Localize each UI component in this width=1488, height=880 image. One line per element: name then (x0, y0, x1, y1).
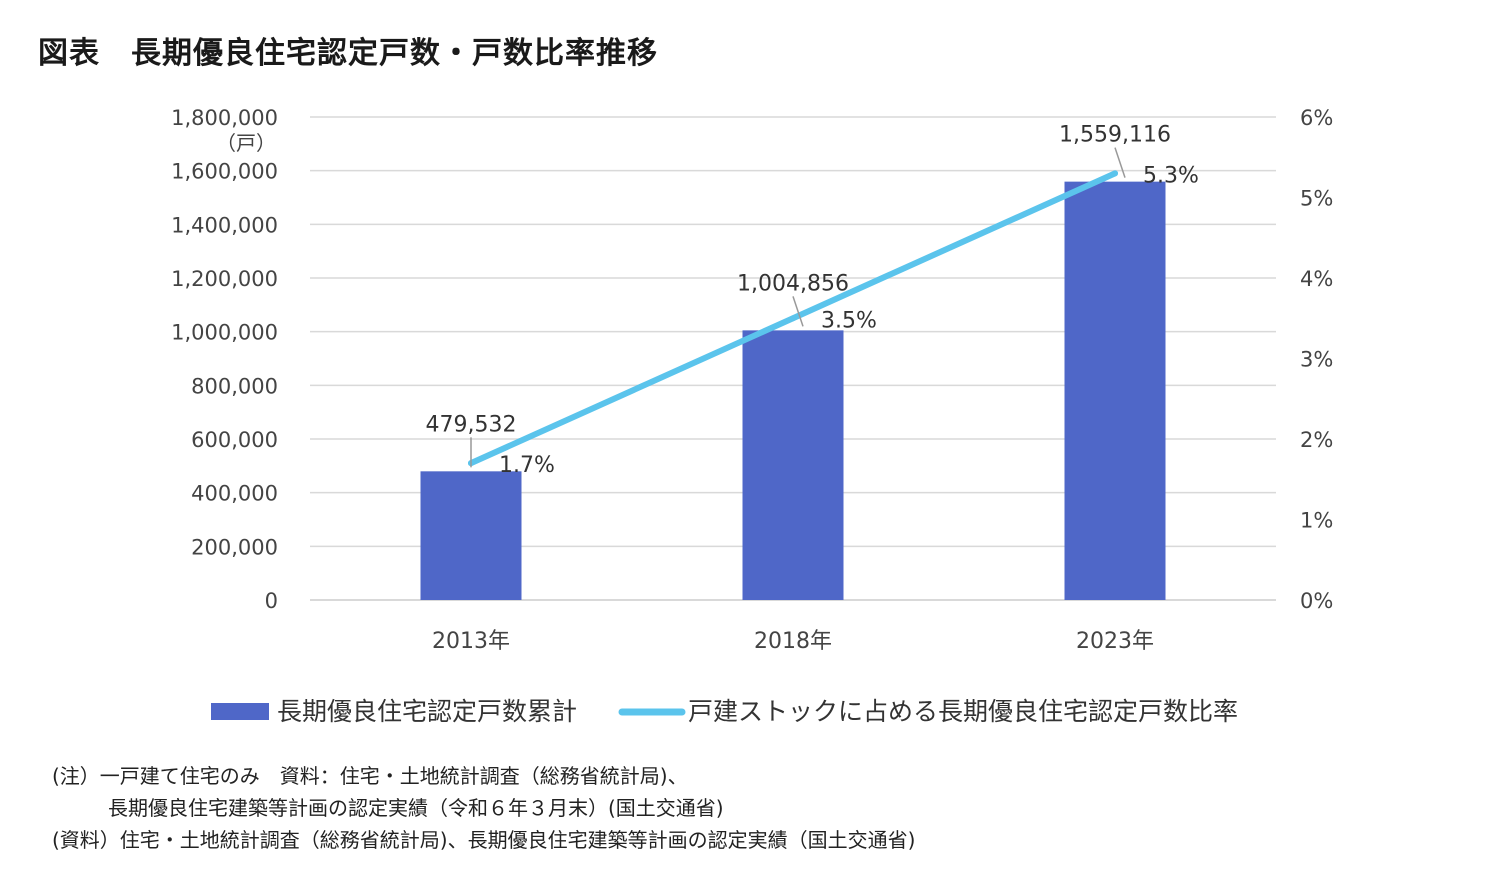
y-right-tick-label: 2% (1300, 428, 1333, 452)
line-point (790, 315, 796, 322)
legend-label-bars: 長期優良住宅認定戸数累計 (277, 697, 577, 726)
note-line-3: (資料）住宅・土地統計調査（総務省統計局)、長期優良住宅建築等計画の認定実績（国… (52, 828, 916, 852)
y-left-tick-label: 1,800,000 (171, 106, 278, 130)
chart-title: 図表 長期優良住宅認定戸数・戸数比率推移 (38, 36, 658, 71)
y-left-tick-label: 0 (265, 589, 278, 613)
bar (742, 330, 844, 600)
y-left-tick-label: 600,000 (191, 428, 278, 452)
line-data-label: 3.5% (821, 308, 877, 333)
legend-label-line: 戸建ストックに占める長期優良住宅認定戸数比率 (688, 697, 1238, 726)
y-left-tick-label: 200,000 (191, 535, 278, 559)
y-right-tick-label: 6% (1300, 106, 1333, 130)
y-right-tick-label: 4% (1300, 267, 1333, 291)
y-left-tick-label: 1,200,000 (171, 267, 278, 291)
x-tick-label: 2023年 (1076, 629, 1154, 654)
x-tick-label: 2018年 (754, 629, 832, 654)
bar-data-label: 479,532 (426, 412, 517, 437)
combo-chart: 0 200,000 400,000 600,000 800,000 1,000,000 1,… (171, 106, 1333, 726)
y-left-unit: （戸） (216, 131, 276, 155)
footnotes: (注）一戸建て住宅のみ 資料：住宅・土地統計調査（総務省統計局)、 長期優良住宅… (52, 760, 915, 856)
line-data-label: 1.7% (499, 453, 555, 478)
y-left-tick-label: 800,000 (191, 374, 278, 398)
y-left-tick-label: 1,600,000 (171, 160, 278, 184)
note-line-1: (注）一戸建て住宅のみ 資料：住宅・土地統計調査（総務省統計局)、 (52, 764, 688, 788)
y-right-tick-label: 0% (1300, 589, 1333, 613)
y-right-tick-label: 1% (1300, 509, 1333, 533)
x-tick-label: 2013年 (432, 629, 510, 654)
y-left-tick-label: 1,400,000 (171, 213, 278, 237)
y-left-tick-label: 1,000,000 (171, 321, 278, 345)
label-leader-line (792, 296, 804, 327)
label-leader-line (1114, 147, 1126, 178)
bar-data-label: 1,559,116 (1059, 123, 1171, 148)
bar-data-label: 1,004,856 (737, 271, 849, 296)
legend-swatch-bars (211, 703, 269, 720)
note-line-2: 長期優良住宅建築等計画の認定実績（令和６年３月末）(国土交通省) (108, 796, 724, 820)
y-right-tick-label: 5% (1300, 187, 1333, 211)
bar (1064, 181, 1166, 600)
y-right-tick-label: 3% (1300, 348, 1333, 372)
line-point (1112, 170, 1118, 177)
y-left-tick-label: 400,000 (191, 482, 278, 506)
line-data-label: 5.3% (1143, 163, 1199, 188)
bar (420, 471, 522, 600)
